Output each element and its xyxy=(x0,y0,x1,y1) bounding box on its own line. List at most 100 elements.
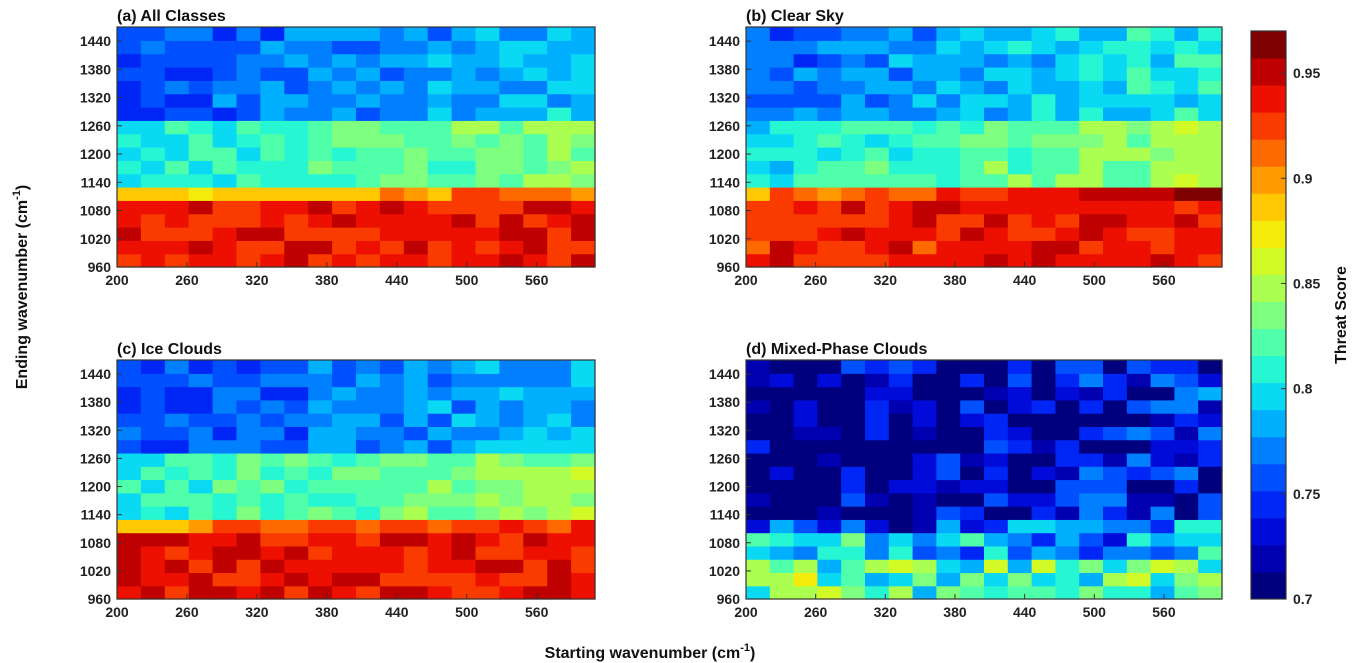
heatmap-cell xyxy=(236,27,261,41)
heatmap-cell xyxy=(912,227,937,241)
heatmap-cell xyxy=(427,187,453,201)
heatmap-cell xyxy=(332,532,357,547)
heatmap-cell xyxy=(960,452,985,467)
heatmap-cell xyxy=(984,413,1009,427)
heatmap-cell xyxy=(1150,53,1175,68)
heatmap-cell xyxy=(1079,53,1104,68)
panel-title: (d) Mixed-Phase Clouds xyxy=(746,341,927,358)
heatmap-cell xyxy=(571,80,596,95)
heatmap-cell xyxy=(865,545,890,560)
heatmap-cell xyxy=(499,107,524,121)
heatmap-cell xyxy=(260,373,285,388)
heatmap-cell xyxy=(1103,227,1128,241)
heatmap-cell xyxy=(960,426,985,441)
heatmap-cell xyxy=(769,466,795,481)
heatmap-cell xyxy=(1150,67,1175,81)
heatmap-cell xyxy=(571,213,596,228)
y-tick-label: 960 xyxy=(88,591,112,607)
heatmap-cell xyxy=(475,506,500,520)
heatmap-cell xyxy=(236,360,261,374)
heatmap-cell xyxy=(475,67,500,81)
heatmap-cell xyxy=(547,426,572,441)
heatmap-cell xyxy=(1079,466,1104,481)
heatmap-cell xyxy=(523,213,548,228)
heatmap-cell xyxy=(936,532,961,547)
heatmap-cell xyxy=(1079,506,1104,520)
heatmap-cell xyxy=(499,253,524,268)
heatmap-cell xyxy=(888,559,914,574)
heatmap-cell xyxy=(769,120,795,135)
heatmap-cell xyxy=(1055,40,1080,55)
heatmap-cell xyxy=(571,173,596,188)
heatmap-cell xyxy=(188,187,214,201)
heatmap-cell xyxy=(1174,187,1199,201)
heatmap-cell xyxy=(1126,452,1152,467)
heatmap-cell xyxy=(427,93,453,108)
heatmap-cell xyxy=(984,40,1009,55)
heatmap-cell xyxy=(571,585,596,600)
heatmap-cell xyxy=(1150,160,1175,175)
heatmap-cell xyxy=(1126,213,1152,228)
heatmap-cell xyxy=(984,27,1009,41)
heatmap-cell xyxy=(403,373,429,388)
y-tick-label: 1380 xyxy=(80,61,111,77)
heatmap-cell xyxy=(769,426,795,441)
heatmap-cell xyxy=(164,532,190,547)
heatmap-cell xyxy=(379,466,405,481)
heatmap-cell xyxy=(451,373,477,388)
heatmap-cell xyxy=(865,492,890,507)
heatmap-cell xyxy=(356,545,381,560)
heatmap-cell xyxy=(523,27,548,41)
heatmap-cell xyxy=(547,133,572,148)
heatmap-cell xyxy=(1174,399,1199,414)
heatmap-cell xyxy=(1126,67,1152,81)
heatmap-cell xyxy=(1150,452,1175,467)
heatmap-cell xyxy=(236,466,261,481)
heatmap-cell xyxy=(841,492,866,507)
heatmap-cell xyxy=(236,585,261,600)
heatmap-cell xyxy=(841,40,866,55)
heatmap-cell xyxy=(960,67,985,81)
heatmap-cell xyxy=(746,426,771,441)
heatmap-cell xyxy=(547,40,572,55)
heatmap-cell xyxy=(1103,386,1128,401)
heatmap-cell xyxy=(332,40,357,55)
heatmap-cell xyxy=(1055,213,1080,228)
heatmap-cell xyxy=(1150,27,1175,41)
heatmap-cell xyxy=(888,187,914,201)
heatmap-cell xyxy=(1055,67,1080,81)
heatmap-cell xyxy=(117,360,142,374)
heatmap-cell xyxy=(475,240,500,255)
heatmap-cell xyxy=(427,519,453,534)
heatmap-cell xyxy=(260,253,285,268)
colorbar-label: Threat Score xyxy=(1333,266,1350,364)
heatmap-cell xyxy=(912,399,937,414)
heatmap-cell xyxy=(547,360,572,374)
heatmap-cell xyxy=(1031,213,1056,228)
heatmap-cell xyxy=(499,53,524,68)
heatmap-cell xyxy=(499,452,524,467)
heatmap-cell xyxy=(936,466,961,481)
heatmap-cell xyxy=(769,479,795,494)
heatmap-cell xyxy=(793,133,818,148)
heatmap-cell xyxy=(140,133,166,148)
heatmap-cell xyxy=(523,439,548,454)
heatmap-cell xyxy=(1174,532,1199,547)
heatmap-cell xyxy=(284,426,309,441)
heatmap-cell xyxy=(117,133,142,148)
heatmap-cell xyxy=(817,200,842,215)
heatmap-cell xyxy=(140,27,166,41)
heatmap-cell xyxy=(1007,572,1033,587)
heatmap-cell xyxy=(332,253,357,268)
heatmap-cell xyxy=(817,545,842,560)
heatmap-cell xyxy=(308,160,333,175)
heatmap-cell xyxy=(1150,399,1175,414)
heatmap-cell xyxy=(379,147,405,161)
heatmap-cell xyxy=(1103,413,1128,427)
heatmap-cell xyxy=(1150,120,1175,135)
heatmap-cell xyxy=(427,173,453,188)
heatmap-cell xyxy=(475,452,500,467)
heatmap-cell xyxy=(523,173,548,188)
heatmap-cell xyxy=(841,93,866,108)
heatmap-cell xyxy=(475,80,500,95)
